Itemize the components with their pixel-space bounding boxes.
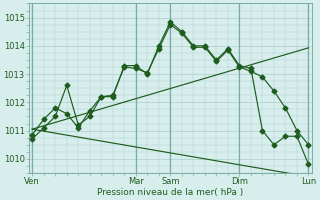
X-axis label: Pression niveau de la mer( hPa ): Pression niveau de la mer( hPa ) [97, 188, 244, 197]
